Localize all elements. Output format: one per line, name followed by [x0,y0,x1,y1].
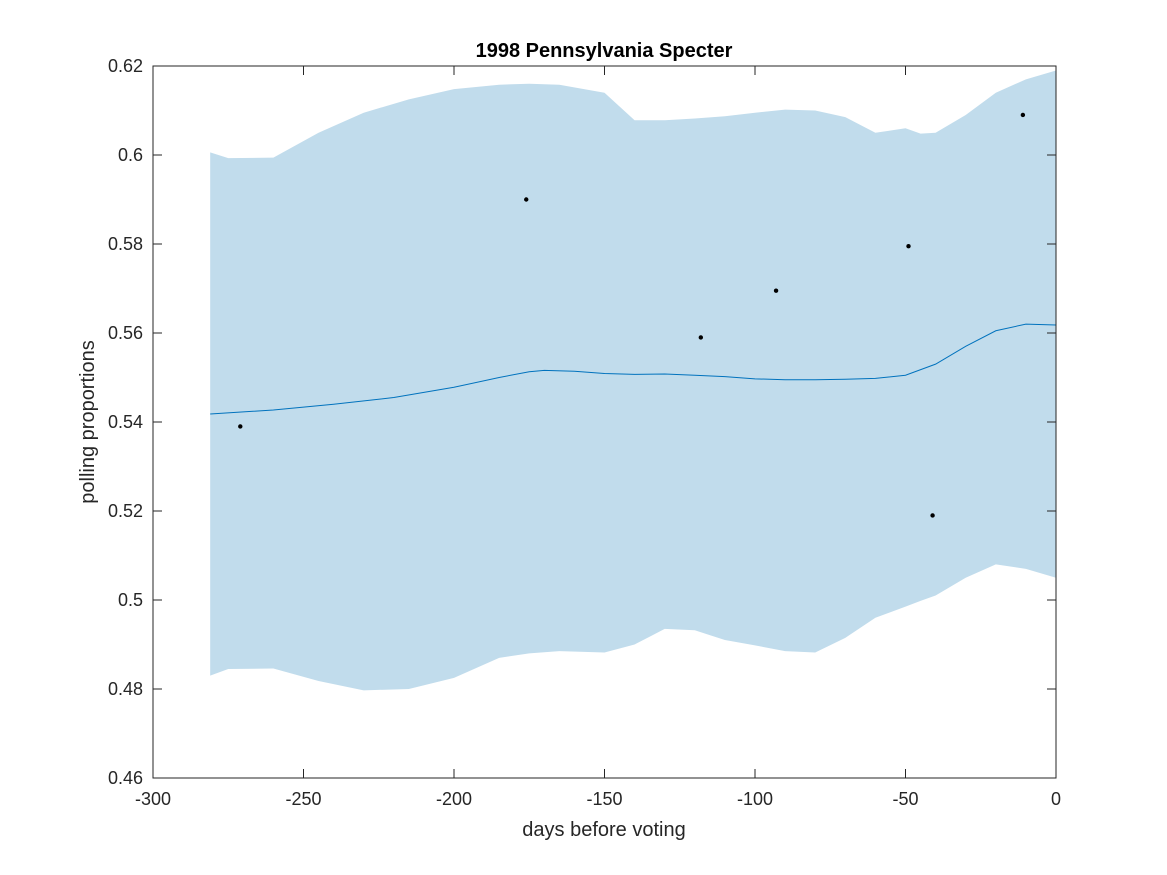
y-tick-label: 0.52 [108,501,143,521]
poll-point [698,335,704,340]
y-tick-label: 0.58 [108,234,143,254]
y-tick-label: 0.5 [118,590,143,610]
x-tick-label: 0 [1051,789,1061,809]
x-tick-label: -250 [285,789,321,809]
x-tick-label: -300 [135,789,171,809]
poll-point [773,288,779,293]
poll-point [906,244,911,249]
x-axis-label: days before voting [522,819,685,841]
x-tick-label: -200 [436,789,472,809]
x-tick-label: -100 [737,789,773,809]
confidence-band [210,70,1056,691]
chart-title: 1998 Pennsylvania Specter [476,40,733,62]
y-tick-label: 0.46 [108,768,143,788]
x-tick-label: -150 [586,789,622,809]
y-tick-label: 0.62 [108,56,143,76]
poll-point [1020,112,1026,118]
poll-point [930,513,935,518]
y-tick-label: 0.54 [108,412,143,432]
y-tick-label: 0.56 [108,323,143,343]
y-tick-label: 0.48 [108,679,143,699]
x-tick-label: -50 [892,789,918,809]
poll-point [238,424,243,429]
y-tick-label: 0.6 [118,145,143,165]
plot-area [210,70,1057,691]
trend-line [210,323,1057,415]
y-axis-ticks: 0.46 0.48 0.5 0.52 0.54 0.56 0.58 0.6 0.62 [108,56,1056,788]
poll-point [524,197,529,202]
y-axis-label: polling proportions [77,340,99,503]
x-axis-ticks: -300 -250 -200 -150 -100 -50 0 [135,66,1061,809]
poll-points [238,112,1026,518]
